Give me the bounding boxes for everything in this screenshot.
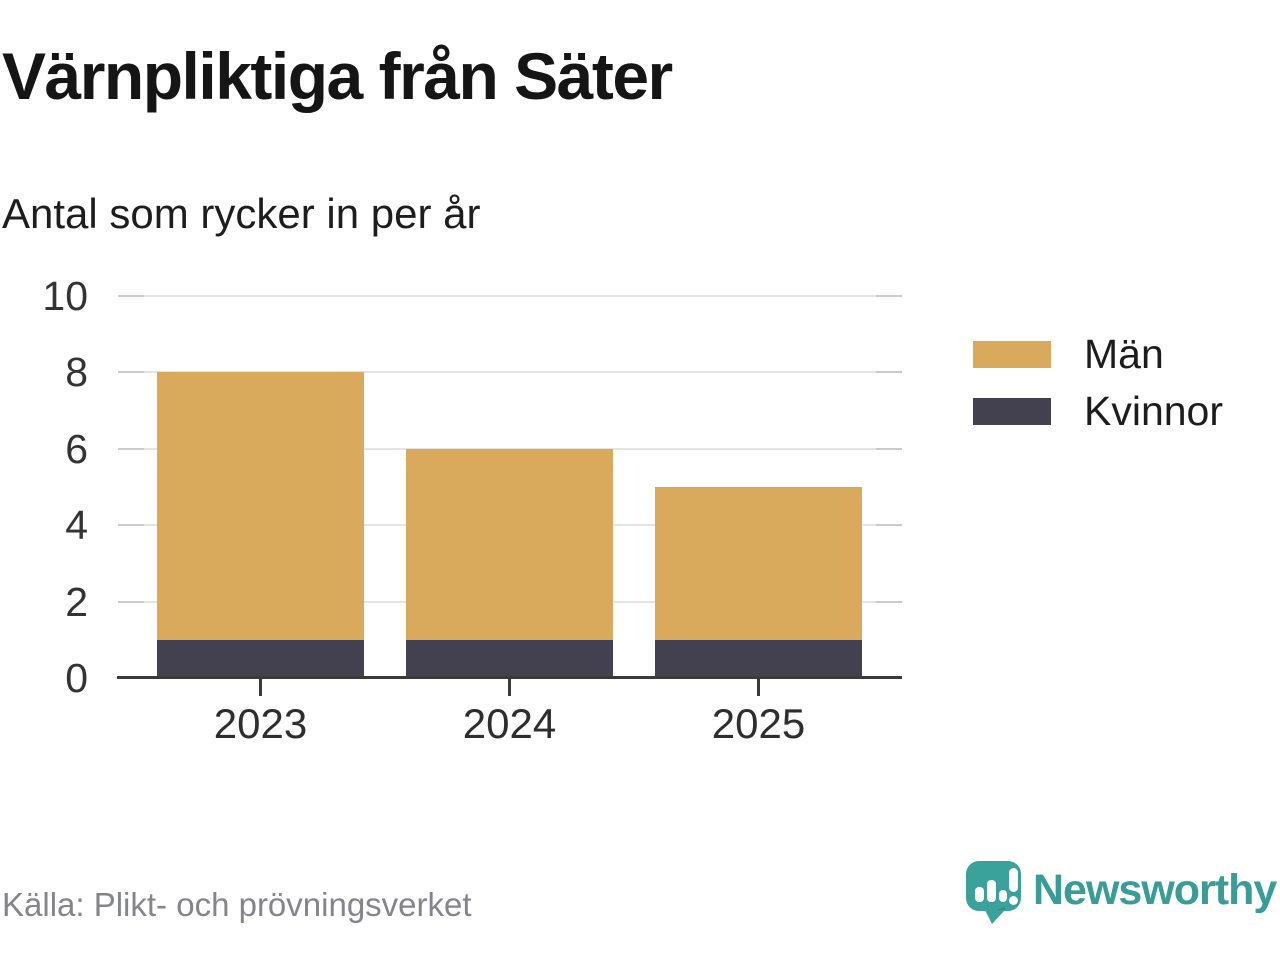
newsworthy-wordmark: Newsworthy (1033, 866, 1277, 914)
x-axis-tick-2023 (259, 679, 262, 696)
x-axis-line (117, 676, 902, 679)
chart-title: Värnpliktiga från Säter (2, 39, 673, 113)
x-axis-label-2024: 2024 (462, 700, 557, 747)
bar-2023-man[interactable] (157, 372, 364, 640)
x-axis-tick-2024 (508, 679, 511, 696)
gridline-y-8 (118, 371, 902, 374)
legend-item-man[interactable]: Män (973, 331, 1164, 377)
newsworthy-logo-icon (966, 861, 1021, 924)
y-axis-tick-label-6: 6 (65, 425, 88, 472)
chart-subtitle: Antal som rycker in per år (2, 190, 481, 237)
bar-2025-man[interactable] (655, 487, 862, 640)
y-axis-tick-label-8: 8 (65, 349, 88, 396)
y-axis-tick-label-2: 2 (65, 578, 88, 625)
legend-item-kvinnor[interactable]: Kvinnor (973, 388, 1223, 434)
bar-2023-kvinnor[interactable] (157, 639, 364, 678)
y-axis-tick-label-4: 4 (65, 502, 88, 549)
gridline-y-10 (118, 295, 902, 297)
bar-2024-kvinnor[interactable] (406, 639, 613, 678)
legend-label-kvinnor: Kvinnor (1084, 387, 1224, 434)
y-axis-tick-label-0: 0 (65, 655, 88, 701)
legend-swatch-kvinnor (973, 397, 1051, 425)
legend-swatch-man (973, 340, 1051, 368)
source-text: Källa: Plikt- och prövningsverket (2, 886, 472, 923)
legend-label-man: Män (1084, 330, 1164, 377)
bar-2024-man[interactable] (406, 448, 613, 640)
bar-2025-kvinnor[interactable] (655, 639, 862, 678)
x-axis-label-2023: 2023 (213, 700, 308, 747)
x-axis-label-2025: 2025 (711, 700, 806, 747)
y-axis-tick-label-10: 10 (42, 273, 88, 319)
newsworthy-brand[interactable]: Newsworthy (961, 858, 1277, 926)
x-axis-tick-2025 (757, 679, 760, 696)
